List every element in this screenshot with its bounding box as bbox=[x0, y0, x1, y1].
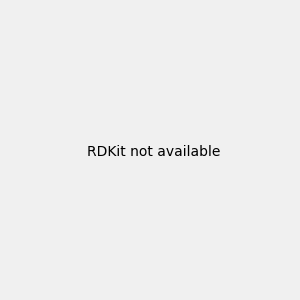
Text: RDKit not available: RDKit not available bbox=[87, 145, 220, 158]
